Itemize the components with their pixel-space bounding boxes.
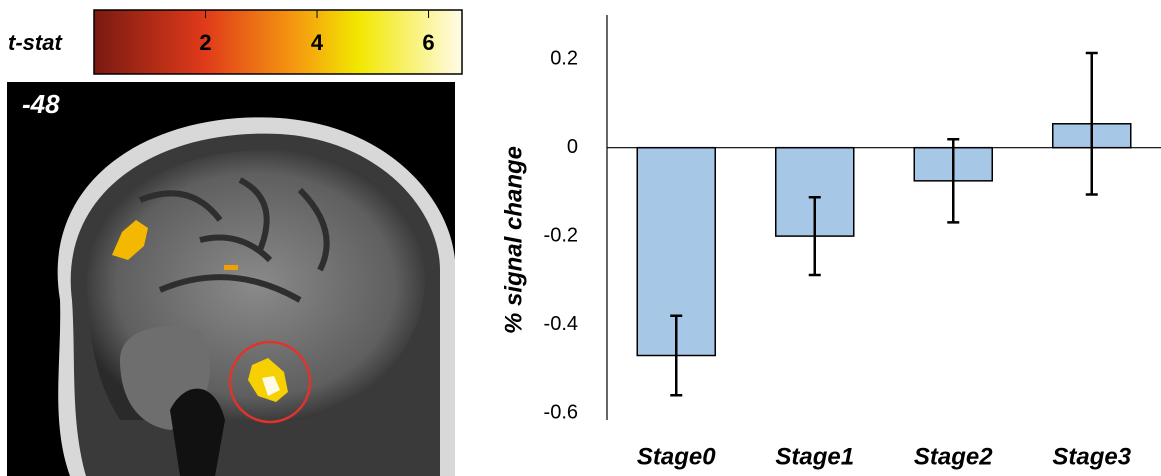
y-tick-label: -0.6 — [544, 401, 578, 423]
y-tick-label: -0.2 — [544, 224, 578, 246]
y-tick-label: 0.2 — [550, 48, 578, 70]
x-tick-label: Stage3 — [1052, 443, 1131, 470]
slice-label: -48 — [22, 89, 60, 119]
colorbar-tick-label: 6 — [422, 30, 434, 55]
x-tick-label: Stage1 — [775, 443, 854, 470]
colorbar-tick-label: 2 — [199, 30, 211, 55]
colorbar-tick-label: 4 — [311, 30, 324, 55]
colorbar — [94, 10, 462, 74]
colorbar-label: t-stat — [8, 30, 63, 55]
figure: t-stat -48 % signal change 2 4 6 -0.6 -0.4 -0… — [0, 0, 1161, 476]
y-tick-label: 0 — [567, 136, 578, 158]
x-tick-label: Stage2 — [914, 443, 993, 470]
brain-slice — [7, 82, 455, 476]
y-axis-label: % signal change — [500, 146, 527, 334]
y-tick-label: -0.4 — [544, 313, 578, 335]
x-tick-label: Stage0 — [637, 443, 716, 470]
